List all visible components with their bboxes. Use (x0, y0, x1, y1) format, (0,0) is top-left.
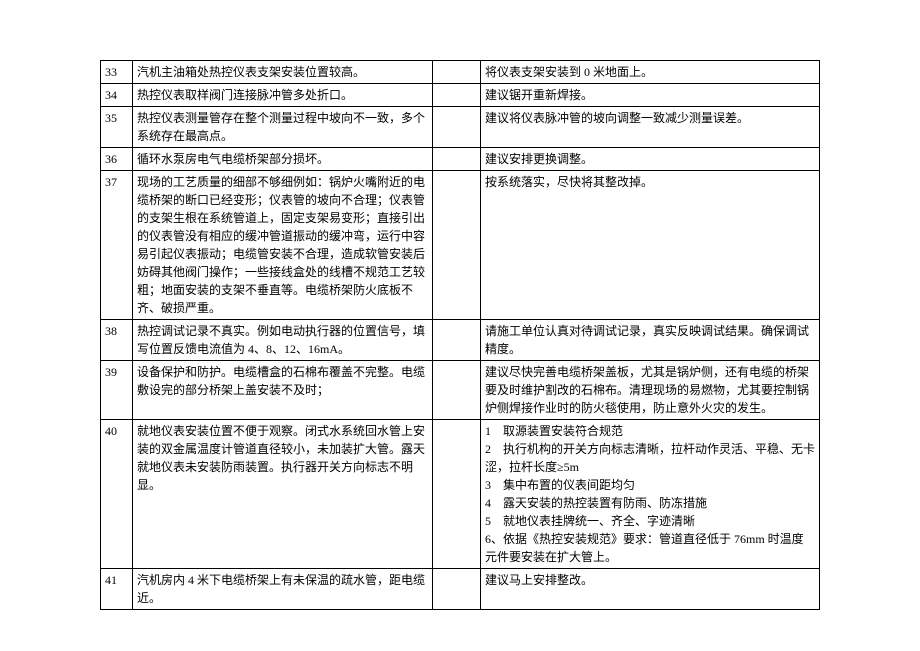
row-blank (433, 361, 481, 420)
row-advice: 将仪表支架安装到 0 米地面上。 (481, 61, 820, 84)
table-body: 33汽机主油箱处热控仪表支架安装位置较高。将仪表支架安装到 0 米地面上。34热… (101, 61, 820, 610)
row-index: 37 (101, 171, 133, 320)
row-advice: 建议将仪表脉冲管的坡向调整一致减少测量误差。 (481, 107, 820, 148)
row-index: 34 (101, 84, 133, 107)
table-row: 34热控仪表取样阀门连接脉冲管多处折口。 建议锯开重新焊接。 (101, 84, 820, 107)
row-index: 36 (101, 148, 133, 171)
row-issue: 热控仪表测量管存在整个测量过程中坡向不一致，多个系统存在最高点。 (133, 107, 433, 148)
row-advice: 建议马上安排整改。 (481, 569, 820, 610)
row-advice: 按系统落实，尽快将其整改掉。 (481, 171, 820, 320)
row-advice: 建议尽快完善电缆桥架盖板，尤其是锅炉侧，还有电缆的桥架要及时维护割改的石棉布。清… (481, 361, 820, 420)
row-index: 35 (101, 107, 133, 148)
row-issue: 热控仪表取样阀门连接脉冲管多处折口。 (133, 84, 433, 107)
table-row: 38热控调试记录不真实。例如电动执行器的位置信号，填写位置反馈电流值为 4、8、… (101, 320, 820, 361)
row-index: 38 (101, 320, 133, 361)
row-blank (433, 420, 481, 569)
table-row: 37现场的工艺质量的细部不够细例如：锅炉火嘴附近的电缆桥架的断口已经变形；仪表管… (101, 171, 820, 320)
row-blank (433, 569, 481, 610)
row-issue: 现场的工艺质量的细部不够细例如：锅炉火嘴附近的电缆桥架的断口已经变形；仪表管的坡… (133, 171, 433, 320)
row-advice: 1 取源装置安装符合规范2 执行机构的开关方向标志清晰，拉杆动作灵活、平稳、无卡… (481, 420, 820, 569)
row-issue: 就地仪表安装位置不便于观察。闭式水系统回水管上安装的双金属温度计管道直径较小，未… (133, 420, 433, 569)
row-issue: 汽机主油箱处热控仪表支架安装位置较高。 (133, 61, 433, 84)
row-index: 39 (101, 361, 133, 420)
row-issue: 循环水泵房电气电缆桥架部分损坏。 (133, 148, 433, 171)
table-row: 33汽机主油箱处热控仪表支架安装位置较高。 将仪表支架安装到 0 米地面上。 (101, 61, 820, 84)
row-issue: 热控调试记录不真实。例如电动执行器的位置信号，填写位置反馈电流值为 4、8、12… (133, 320, 433, 361)
row-index: 33 (101, 61, 133, 84)
row-blank (433, 84, 481, 107)
issues-table: 33汽机主油箱处热控仪表支架安装位置较高。将仪表支架安装到 0 米地面上。34热… (100, 60, 820, 610)
table-row: 39设备保护和防护。电缆槽盒的石棉布覆盖不完整。电缆敷设完的部分桥架上盖安装不及… (101, 361, 820, 420)
row-blank (433, 107, 481, 148)
row-index: 40 (101, 420, 133, 569)
table-row: 40就地仪表安装位置不便于观察。闭式水系统回水管上安装的双金属温度计管道直径较小… (101, 420, 820, 569)
row-blank (433, 171, 481, 320)
row-index: 41 (101, 569, 133, 610)
row-advice: 建议安排更换调整。 (481, 148, 820, 171)
row-issue: 设备保护和防护。电缆槽盒的石棉布覆盖不完整。电缆敷设完的部分桥架上盖安装不及时； (133, 361, 433, 420)
row-advice: 请施工单位认真对待调试记录，真实反映调试结果。确保调试精度。 (481, 320, 820, 361)
table-row: 35热控仪表测量管存在整个测量过程中坡向不一致，多个系统存在最高点。 建议将仪表脉… (101, 107, 820, 148)
row-blank (433, 320, 481, 361)
row-advice: 建议锯开重新焊接。 (481, 84, 820, 107)
table-row: 36循环水泵房电气电缆桥架部分损坏。 建议安排更换调整。 (101, 148, 820, 171)
page: 33汽机主油箱处热控仪表支架安装位置较高。将仪表支架安装到 0 米地面上。34热… (0, 0, 920, 650)
table-row: 41汽机房内 4 米下电缆桥架上有未保温的疏水管，距电缆近。 建议马上安排整改。 (101, 569, 820, 610)
row-blank (433, 61, 481, 84)
row-issue: 汽机房内 4 米下电缆桥架上有未保温的疏水管，距电缆近。 (133, 569, 433, 610)
row-blank (433, 148, 481, 171)
